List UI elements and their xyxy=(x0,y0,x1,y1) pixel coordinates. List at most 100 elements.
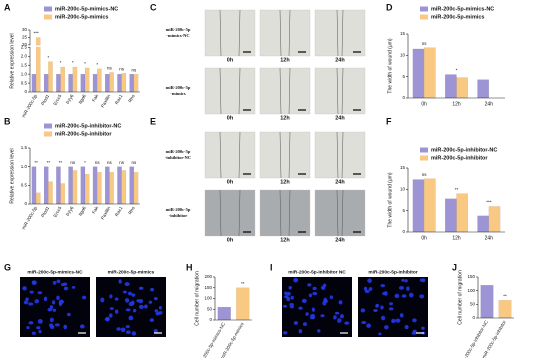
nucleus xyxy=(138,304,144,310)
x-tick-label: 0h xyxy=(421,101,427,107)
bar xyxy=(117,166,122,205)
image-label: miR-200c-5p-mimics xyxy=(108,269,155,275)
nucleus xyxy=(128,301,134,307)
nucleus xyxy=(308,293,313,298)
bar xyxy=(97,172,102,205)
nucleus xyxy=(340,314,344,319)
nucleus xyxy=(63,324,68,330)
panel-letter: C xyxy=(150,2,157,12)
nucleus xyxy=(116,327,121,331)
fluorescence-image xyxy=(96,277,166,337)
nucleus xyxy=(378,332,382,336)
wound-edge xyxy=(238,189,241,237)
wound-image xyxy=(314,189,366,237)
y-tick-label: 5 xyxy=(402,74,405,79)
wound-edge xyxy=(341,131,344,179)
wound-edge xyxy=(288,9,291,57)
time-label: 0h xyxy=(227,57,234,63)
fluorescence-image xyxy=(358,277,428,337)
wound-image xyxy=(204,189,256,237)
wound-edge xyxy=(336,67,339,115)
wound-edge xyxy=(336,9,339,57)
nucleus xyxy=(82,295,87,300)
bar xyxy=(217,306,231,321)
bar xyxy=(109,72,114,93)
x-tick-label: miR-200c-5p xyxy=(21,93,38,118)
x-tick-label: Rho xyxy=(127,205,136,215)
time-label: 0h xyxy=(227,237,234,243)
significance: ns xyxy=(422,41,428,46)
fluorescence-image xyxy=(20,277,90,337)
nucleus xyxy=(26,326,30,330)
nucleus xyxy=(298,306,303,310)
nucleus xyxy=(60,283,65,287)
bar xyxy=(84,173,90,205)
significance: * xyxy=(47,55,49,60)
nucleus xyxy=(23,300,29,305)
image-label: miR-200c-5p-inhibitor xyxy=(368,269,417,275)
bar xyxy=(456,77,468,99)
nucleus xyxy=(288,286,292,290)
bar xyxy=(117,73,122,93)
nucleus xyxy=(344,321,350,325)
wound-edge xyxy=(279,189,282,237)
nucleus xyxy=(22,286,27,291)
wound-image xyxy=(314,67,366,115)
nucleus xyxy=(290,295,294,300)
nucleus xyxy=(406,286,410,291)
nucleus xyxy=(311,307,315,312)
nucleus xyxy=(298,329,303,334)
significance: ns xyxy=(132,67,138,72)
nucleus xyxy=(100,297,105,303)
nucleus xyxy=(105,316,110,322)
significance: ns xyxy=(119,160,125,165)
nucleus xyxy=(363,286,368,291)
x-tick-label: Rac1 xyxy=(114,205,124,217)
legend-label: miR-200c-5p-inhibitor xyxy=(431,155,488,161)
y-axis-label: Relative expression level xyxy=(9,33,15,88)
nucleus xyxy=(43,296,48,302)
nucleus xyxy=(312,291,318,296)
nucleus xyxy=(109,307,114,310)
nucleus xyxy=(49,317,54,323)
wound-edge xyxy=(288,189,291,237)
bar xyxy=(498,300,512,319)
nucleus xyxy=(384,325,389,330)
y-axis-label: Cell number of migration xyxy=(457,270,463,325)
bar xyxy=(121,170,127,205)
bar xyxy=(477,215,489,233)
nucleus xyxy=(412,318,417,323)
significance: ** xyxy=(241,281,245,286)
nucleus xyxy=(323,299,328,303)
row-label: miR-200c-5p xyxy=(166,27,191,32)
y-tick-label: 0 xyxy=(472,315,475,320)
nucleus xyxy=(138,298,144,304)
significance: * xyxy=(84,61,86,66)
nucleus xyxy=(301,298,307,303)
y-tick-label: 100 xyxy=(467,288,475,293)
y-tick-label: 20 xyxy=(22,42,28,47)
panel-letter: F xyxy=(386,116,392,126)
bar xyxy=(31,73,37,93)
row-label: -mimics xyxy=(170,91,185,96)
nucleus xyxy=(302,322,308,327)
nucleus xyxy=(125,330,131,335)
y-tick-label: 0.5 xyxy=(21,80,28,85)
time-label: 12h xyxy=(280,57,290,63)
image-label: miR-200c-5p-mimics-NC xyxy=(27,269,83,275)
wound-edge xyxy=(341,189,344,237)
nucleus xyxy=(368,287,373,291)
nucleus xyxy=(305,312,309,316)
significance: * xyxy=(96,62,98,67)
nucleus xyxy=(399,313,404,318)
nucleus xyxy=(149,318,154,323)
nucleus xyxy=(52,308,57,312)
nucleus xyxy=(63,286,69,291)
bar xyxy=(48,61,53,93)
time-label: 24h xyxy=(335,237,345,243)
y-tick-label: 100 xyxy=(204,296,212,301)
nucleus xyxy=(154,296,158,301)
y-tick-label: 1.0 xyxy=(21,71,28,76)
nucleus xyxy=(28,321,34,325)
bar xyxy=(35,192,41,205)
